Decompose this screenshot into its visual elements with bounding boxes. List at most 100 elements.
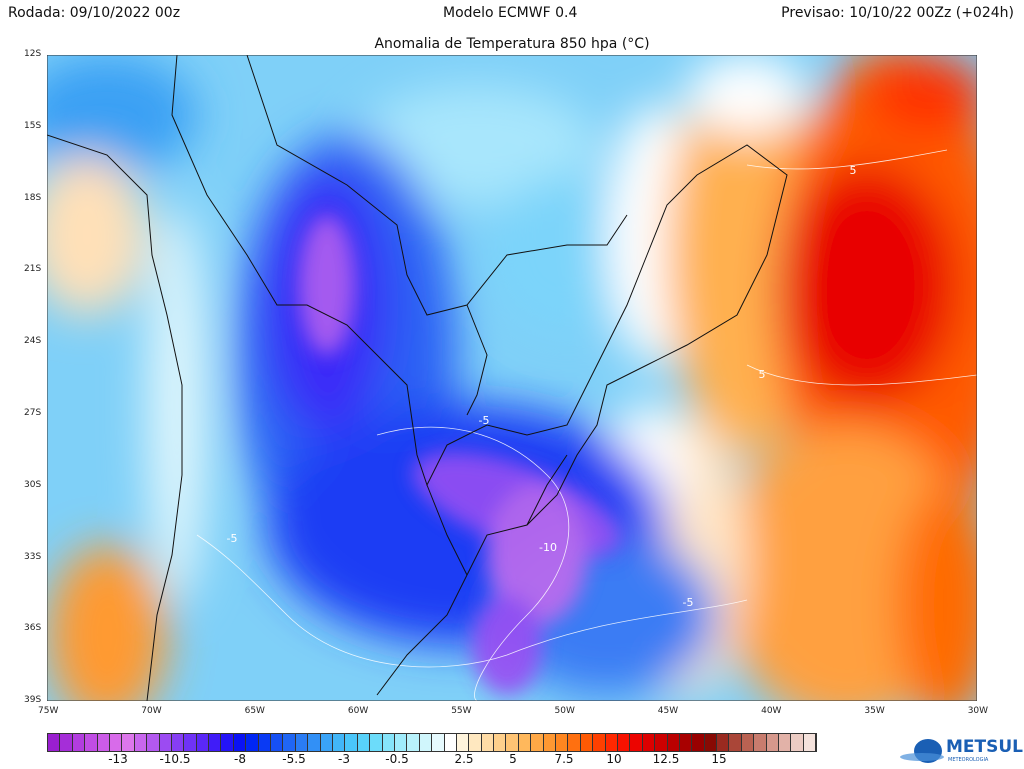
lat-tick-label: 30S [24,479,42,490]
colorbar-swatch [531,734,544,751]
colorbar-swatch [469,734,482,751]
colorbar-swatch [630,734,643,751]
colorbar-swatch [184,734,197,751]
colorbar-label: -13 [108,752,128,766]
colorbar-swatch [109,734,123,751]
colorbar-swatch [655,734,668,751]
colorbar-swatch [717,734,730,751]
colorbar-swatch [134,734,148,751]
colorbar-swatch [97,734,110,751]
colorbar-swatch [246,734,259,751]
lon-tick-label: 35W [864,706,885,716]
logo-text: METSUL [946,737,1024,757]
colorbar-swatch [370,734,383,751]
colorbar-swatch [704,734,718,751]
lat-tick-label: 33S [24,551,42,562]
colorbar-swatch [394,734,408,751]
colorbar-label: 15 [711,752,727,766]
colorbar-swatch [754,734,767,751]
colorbar-swatch [258,734,272,751]
colorbar-swatch [456,734,470,751]
colorbar-swatch [122,734,135,751]
colorbar-swatch [494,734,507,751]
colorbar-swatch [196,734,210,751]
logo-subtext: METEOROLOGIA [948,757,989,763]
run-label: Rodada: 09/10/2022 00z [8,5,181,21]
colorbar-swatch [779,734,792,751]
colorbar-label: -5.5 [282,752,306,766]
temperature-anomaly-map: 5 5 -5 -5 -5 -10 [47,55,977,701]
colorbar-swatch [593,734,606,751]
lat-tick-label: 36S [24,623,42,634]
colorbar-label: 2.5 [454,752,474,766]
colorbar-label: 10 [606,752,622,766]
model-label: Modelo ECMWF 0.4 [443,5,578,21]
colorbar-swatch [543,734,557,751]
colorbar-swatch [345,734,358,751]
colorbar-label: -8 [234,752,246,766]
lat-tick-label: 27S [24,408,42,418]
colorbar-label: -10.5 [159,752,191,766]
colorbar-label: -0.5 [385,752,409,766]
colorbar-swatch [85,734,98,751]
colorbar-swatch [209,734,222,751]
contour-label: -5 [227,532,238,545]
colorbar-swatch [617,734,631,751]
lat-tick-label: 24S [24,336,42,347]
colorbar-swatch [506,734,519,751]
colorbar-label: 12.5 [652,752,680,766]
lon-tick-label: 65W [244,706,265,716]
colorbar-swatch [605,734,618,751]
colorbar-swatch [556,734,569,751]
colorbar-swatch [642,734,656,751]
colorbar-swatch [407,734,420,751]
colorbar-swatch [444,734,457,751]
colorbar [47,733,818,752]
colorbar-label: 7.5 [554,752,574,766]
colorbar-label: 5 [509,752,517,766]
colorbar-swatch [271,734,284,751]
colorbar-swatch [159,734,172,751]
lon-tick-label: 50W [554,706,575,716]
colorbar-swatch [48,734,61,751]
colorbar-label: -3 [338,752,350,766]
colorbar-swatch [221,734,234,751]
contour-label: -5 [479,414,490,427]
lon-tick-label: 75W [38,706,59,716]
lat-tick-label: 18S [24,192,42,203]
lon-tick-label: 55W [451,706,472,716]
colorbar-swatch [171,734,185,751]
colorbar-swatch [60,734,73,751]
lat-tick-label: 39S [24,695,42,706]
lon-tick-label: 60W [347,706,369,716]
lon-tick-label: 30W [967,706,989,716]
forecast-label: Previsao: 10/10/22 00Zz (+024h) [781,5,1014,21]
contour-label: 5 [850,164,857,177]
colorbar-swatch [803,734,817,751]
colorbar-swatch [791,734,804,751]
contour-label: -5 [683,596,694,609]
colorbar-swatch [295,734,309,751]
contour-label: -10 [539,541,557,554]
lon-tick-label: 45W [657,706,679,716]
colorbar-swatch [729,734,742,751]
colorbar-swatch [580,734,594,751]
colorbar-swatch [283,734,296,751]
colorbar-swatch [518,734,532,751]
colorbar-swatch [679,734,693,751]
colorbar-swatch [320,734,333,751]
lon-tick-label: 40W [761,706,782,716]
lat-tick-label: 12S [24,49,42,59]
colorbar-swatch [432,734,445,751]
colorbar-swatch [419,734,433,751]
colorbar-swatch [147,734,160,751]
colorbar-swatch [72,734,86,751]
colorbar-swatch [766,734,780,751]
contour-label: 5 [759,368,766,381]
colorbar-swatch [741,734,755,751]
colorbar-swatch [481,734,495,751]
map-title: Anomalia de Temperatura 850 hpa (°C) [374,36,650,52]
colorbar-swatch [308,734,321,751]
colorbar-swatch [332,734,346,751]
metsul-logo: METSUL METEOROLOGIA [900,735,1024,765]
